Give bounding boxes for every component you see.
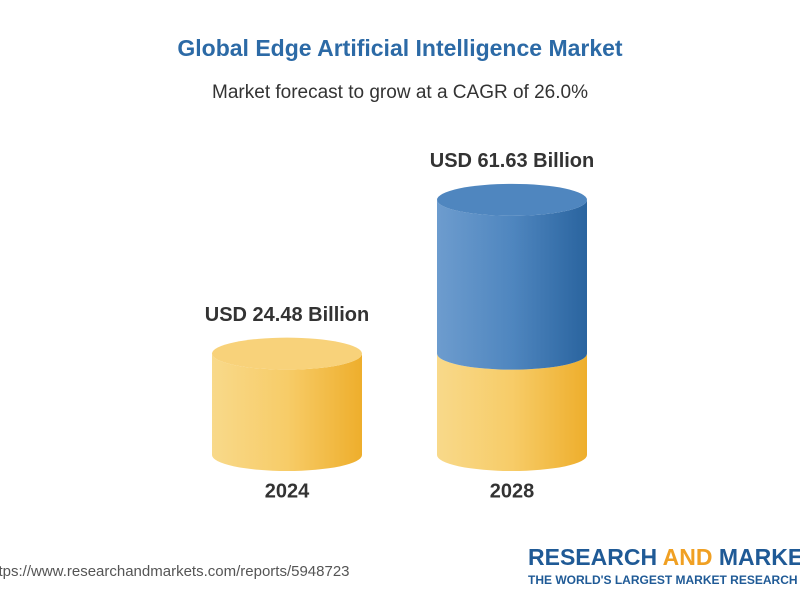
- chart-subtitle: Market forecast to grow at a CAGR of 26.…: [212, 82, 588, 103]
- x-tick-label: 2028: [490, 480, 535, 502]
- data-label: USD 24.48 Billion: [205, 304, 370, 326]
- cylinder-top: [212, 337, 362, 370]
- cylinder-top: [437, 183, 587, 216]
- x-tick-label: 2024: [265, 480, 310, 502]
- brand-part: AND: [663, 544, 713, 570]
- brand-part: RESEARCH: [528, 544, 663, 570]
- brand-logo: RESEARCH AND MARKETS: [528, 544, 800, 570]
- brand-tagline: THE WORLD'S LARGEST MARKET RESEARCH STOR…: [528, 573, 800, 587]
- cylinder-body: [212, 353, 362, 471]
- chart-title: Global Edge Artificial Intelligence Mark…: [177, 35, 623, 61]
- data-label: USD 61.63 Billion: [430, 150, 595, 172]
- brand-part: MARKETS: [712, 544, 800, 570]
- source-url: https://www.researchandmarkets.com/repor…: [0, 563, 350, 580]
- cylinder-body: [437, 353, 587, 471]
- cylinder-body: [437, 199, 587, 370]
